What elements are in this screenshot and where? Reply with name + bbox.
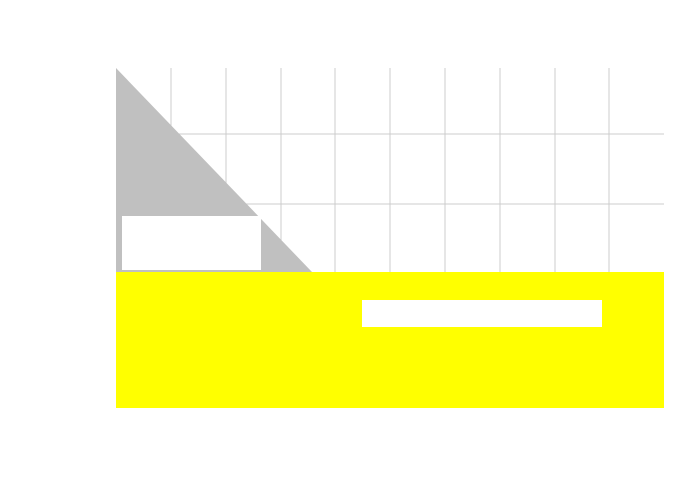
white-box [122, 216, 261, 270]
white-bar [362, 300, 602, 327]
yellow-band [116, 272, 664, 408]
